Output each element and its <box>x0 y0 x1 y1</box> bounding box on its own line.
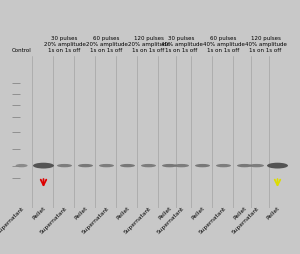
Text: Supernatant: Supernatant <box>39 206 68 235</box>
Text: Pellet: Pellet <box>158 206 173 221</box>
Ellipse shape <box>267 163 288 168</box>
Ellipse shape <box>33 163 54 168</box>
Text: Supernatant: Supernatant <box>198 206 227 235</box>
Ellipse shape <box>249 164 264 167</box>
Text: Pellet: Pellet <box>116 206 131 221</box>
Text: Pellet: Pellet <box>266 206 281 221</box>
Ellipse shape <box>216 164 231 167</box>
Text: Supernatant: Supernatant <box>231 206 260 235</box>
Text: Supernatant: Supernatant <box>81 206 110 235</box>
Ellipse shape <box>195 164 210 167</box>
Text: Pellet: Pellet <box>32 206 47 221</box>
Text: Control: Control <box>12 48 32 53</box>
Ellipse shape <box>120 164 135 167</box>
Ellipse shape <box>141 164 156 167</box>
Text: 30 pulses
20% amplitude
1s on 1s off: 30 pulses 20% amplitude 1s on 1s off <box>44 36 86 53</box>
Ellipse shape <box>78 164 93 167</box>
Text: Pellet: Pellet <box>191 206 206 221</box>
Text: 60 pulses
20% amplitude
1s on 1s off: 60 pulses 20% amplitude 1s on 1s off <box>85 36 128 53</box>
Ellipse shape <box>174 164 189 167</box>
Text: 60 pulses
40% amplitude
1s on 1s off: 60 pulses 40% amplitude 1s on 1s off <box>202 36 244 53</box>
Ellipse shape <box>16 164 28 167</box>
Ellipse shape <box>162 164 177 167</box>
Ellipse shape <box>237 164 252 167</box>
Text: Supernatant: Supernatant <box>156 206 185 235</box>
Ellipse shape <box>57 164 72 167</box>
Text: Pellet: Pellet <box>74 206 89 221</box>
Text: Supernatant: Supernatant <box>123 206 152 235</box>
Text: 120 pulses
40% amplitude
1s on 1s off: 120 pulses 40% amplitude 1s on 1s off <box>244 36 286 53</box>
Text: 30 pulses
40% amplitude
1s on 1s off: 30 pulses 40% amplitude 1s on 1s off <box>160 36 202 53</box>
Text: Supernatant: Supernatant <box>0 206 25 235</box>
Ellipse shape <box>99 164 114 167</box>
Text: Pellet: Pellet <box>233 206 248 221</box>
Text: 120 pulses
20% amplitude
1s on 1s off: 120 pulses 20% amplitude 1s on 1s off <box>128 36 170 53</box>
